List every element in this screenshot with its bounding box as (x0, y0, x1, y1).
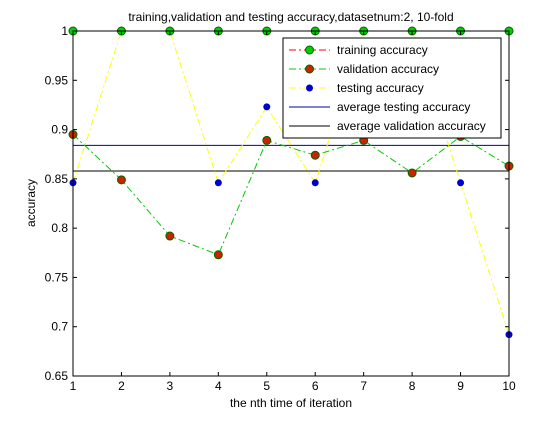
data-point (457, 179, 465, 187)
data-point (311, 179, 319, 187)
y-tick-label: 0.85 (45, 172, 69, 186)
data-point (263, 103, 271, 111)
x-tick-label: 8 (409, 379, 416, 393)
legend-item: average validation accuracy (289, 119, 486, 133)
legend-item: testing accuracy (289, 81, 424, 95)
x-tick-label: 7 (360, 379, 367, 393)
y-tick-label: 0.7 (51, 320, 68, 334)
data-point (310, 150, 320, 160)
y-tick-label: 0.9 (51, 123, 68, 137)
data-point (165, 231, 175, 241)
data-point (262, 135, 272, 145)
data-point (214, 179, 222, 187)
y-tick-label: 0.75 (45, 270, 69, 284)
legend-item: training accuracy (289, 43, 428, 57)
legend-item: validation accuracy (289, 62, 439, 76)
x-tick-label: 1 (70, 379, 77, 393)
y-axis-title: accuracy (24, 179, 38, 227)
y-tick-label: 0.8 (51, 221, 68, 235)
legend-label: training accuracy (337, 43, 428, 57)
series-line (72, 134, 510, 256)
plot-frame (72, 30, 510, 377)
legend-label: average validation accuracy (337, 119, 486, 133)
legend-label: average testing accuracy (337, 100, 470, 114)
legend-swatch-marker (305, 64, 314, 74)
x-tick-label: 6 (312, 379, 319, 393)
y-tick-label: 1 (61, 24, 68, 38)
x-tick-label: 5 (263, 379, 270, 393)
legend-item: average testing accuracy (289, 100, 470, 114)
data-point (213, 250, 223, 260)
x-tick-label: 9 (457, 379, 464, 393)
x-tick-label: 2 (118, 379, 125, 393)
legend-label: validation accuracy (337, 62, 439, 76)
legend: training accuracy validation accuracy test… (282, 37, 502, 139)
data-point (407, 168, 417, 178)
x-axis-title: the nth time of iteration (230, 396, 352, 410)
chart-title: training,validation and testing accuracy… (128, 10, 453, 24)
y-tick-label: 0.95 (45, 73, 69, 87)
x-tick-label: 3 (167, 379, 174, 393)
legend-swatch-marker (305, 45, 314, 55)
legend-swatch-marker (306, 84, 313, 92)
y-tick-label: 0.65 (45, 369, 69, 383)
x-tick-label: 10 (502, 379, 516, 393)
data-point (116, 175, 126, 185)
legend-label: testing accuracy (337, 81, 424, 95)
x-tick-label: 4 (215, 379, 222, 393)
